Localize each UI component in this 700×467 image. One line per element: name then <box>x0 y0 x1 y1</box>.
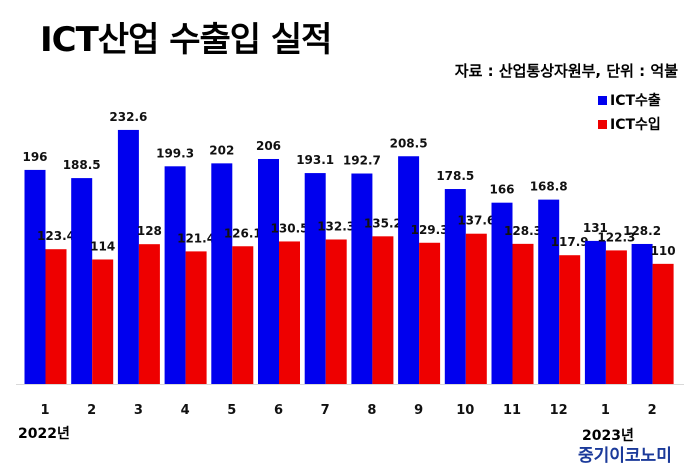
data-label-export: 202 <box>209 143 234 157</box>
legend-item-export: ICT수출 <box>598 88 661 112</box>
brand-logo: 중기이코노미 <box>578 446 672 466</box>
data-label-import: 135.2 <box>364 216 402 230</box>
data-label-export: 199.3 <box>156 146 194 160</box>
data-label-import: 132.3 <box>317 219 355 233</box>
data-label-export: 168.8 <box>530 180 568 194</box>
bar-import <box>652 263 674 384</box>
x-tick-label: 7 <box>321 403 330 418</box>
bar-export <box>211 163 233 384</box>
legend-label-import: ICT수입 <box>610 117 661 133</box>
legend: ICT수출 ICT수입 <box>598 88 661 136</box>
bar-import <box>185 251 207 384</box>
x-tick-label: 8 <box>367 403 376 418</box>
bar-export <box>117 129 139 384</box>
bar-export <box>71 178 93 384</box>
legend-label-export: ICT수출 <box>610 93 661 109</box>
x-tick-label: 5 <box>227 403 236 418</box>
x-tick-label: 12 <box>550 403 568 418</box>
bar-export <box>398 156 420 384</box>
bar-import <box>92 259 114 384</box>
data-label-import: 128 <box>137 224 162 238</box>
data-label-export: 196 <box>22 150 47 164</box>
x-tick-label: 2 <box>648 403 657 418</box>
data-label-import: 128.3 <box>504 224 542 238</box>
bar-export <box>444 189 466 384</box>
bar-import <box>45 249 67 384</box>
data-label-export: 232.6 <box>109 110 147 124</box>
bar-import <box>325 239 347 384</box>
bar-export <box>351 173 373 384</box>
data-label-export: 206 <box>256 139 281 153</box>
data-label-export: 208.5 <box>390 136 428 150</box>
data-label-export: 193.1 <box>296 153 334 167</box>
bar-export <box>584 240 606 384</box>
x-tick-label: 3 <box>134 403 143 418</box>
data-label-import: 117.9 <box>551 235 589 249</box>
x-tick-label: 6 <box>274 403 283 418</box>
data-label-import: 129.3 <box>411 223 449 237</box>
bar-import <box>419 242 441 384</box>
source-note: 자료 : 산업통상자원부, 단위 : 억불 <box>454 62 678 80</box>
bar-export <box>258 158 279 384</box>
data-label-import: 123.4 <box>37 229 75 243</box>
x-tick-label: 11 <box>503 403 521 418</box>
bar-export <box>24 169 46 384</box>
data-label-export: 128.2 <box>623 224 661 238</box>
bar-export <box>304 173 326 384</box>
chart-title: ICT산업 수출입 실적 <box>40 20 332 60</box>
data-label-import: 110 <box>651 244 676 258</box>
bar-export <box>631 243 653 384</box>
x-tick-label: 9 <box>414 403 423 418</box>
x-tick-label: 1 <box>40 403 49 418</box>
data-label-import: 130.5 <box>271 221 309 235</box>
bar-export <box>491 202 513 384</box>
data-label-import: 114 <box>90 239 115 253</box>
data-label-import: 121.4 <box>177 231 215 245</box>
x-tick-label: 4 <box>181 403 190 418</box>
bar-export <box>164 166 186 384</box>
bar-import <box>372 236 394 384</box>
x-tick-label: 10 <box>456 403 474 418</box>
bar-import <box>279 241 300 384</box>
data-label-export: 131 <box>583 221 608 235</box>
bar-import <box>559 255 581 384</box>
bar-import <box>232 246 254 384</box>
bar-import <box>138 244 160 384</box>
data-label-import: 122.3 <box>597 230 635 244</box>
x-tick-label: 1 <box>601 403 610 418</box>
data-label-import: 137.6 <box>457 214 495 228</box>
legend-swatch-import <box>598 119 607 129</box>
data-label-export: 188.5 <box>63 158 101 172</box>
year-label-2023: 2023년 <box>582 428 634 444</box>
data-label-export: 192.7 <box>343 154 381 168</box>
bar-import <box>465 233 487 384</box>
bar-import <box>512 243 534 384</box>
legend-swatch-export <box>598 95 607 105</box>
bar-import <box>605 250 627 384</box>
legend-item-import: ICT수입 <box>598 112 661 136</box>
data-label-export: 178.5 <box>436 169 474 183</box>
bar-export <box>538 199 560 384</box>
year-label-2022: 2022년 <box>18 426 70 442</box>
x-tick-label: 2 <box>87 403 96 418</box>
data-label-import: 126.1 <box>224 226 262 240</box>
data-label-export: 166 <box>489 183 514 197</box>
